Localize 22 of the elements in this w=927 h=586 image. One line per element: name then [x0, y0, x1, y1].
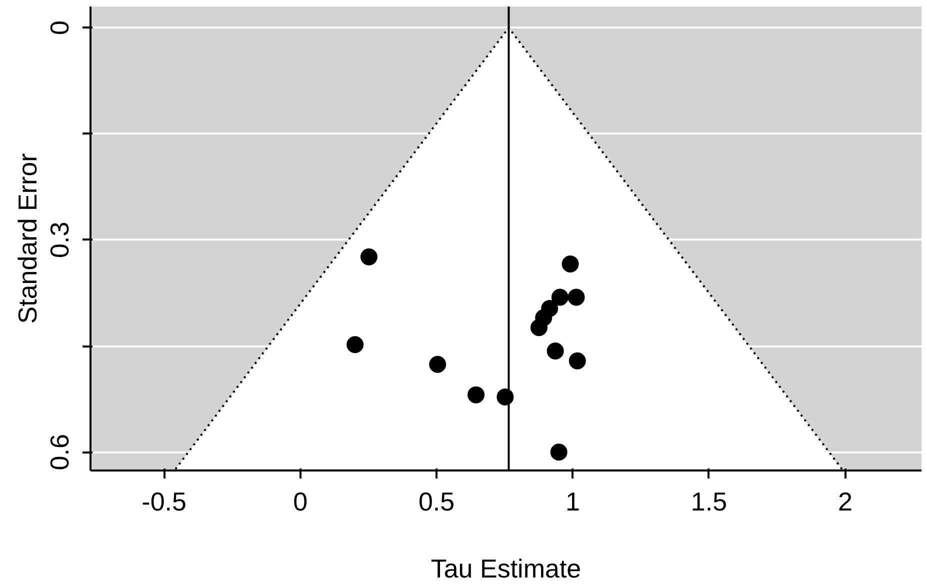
y-axis-title: Standard Error: [12, 152, 42, 324]
x-tick-label: -0.5: [142, 486, 186, 516]
point: [562, 255, 579, 272]
point: [346, 336, 364, 354]
x-tick-label: 0: [293, 486, 308, 516]
point: [568, 352, 586, 370]
point: [551, 288, 568, 306]
y-tick-label: 0.3: [44, 222, 74, 258]
x-tick-label: 1.5: [690, 486, 728, 516]
point: [546, 342, 564, 360]
x-axis-title: Tau Estimate: [430, 554, 582, 584]
point: [360, 248, 378, 266]
x-tick-label: 0.5: [418, 486, 455, 516]
point: [530, 319, 548, 336]
point: [429, 356, 446, 373]
point: [568, 288, 585, 306]
y-tick-label: 0.6: [44, 434, 74, 470]
x-tick-label: 1: [566, 486, 580, 516]
point: [468, 386, 485, 404]
x-tick-label: 2: [838, 486, 852, 516]
y-tick-label: 0: [44, 20, 74, 35]
point: [550, 444, 568, 461]
